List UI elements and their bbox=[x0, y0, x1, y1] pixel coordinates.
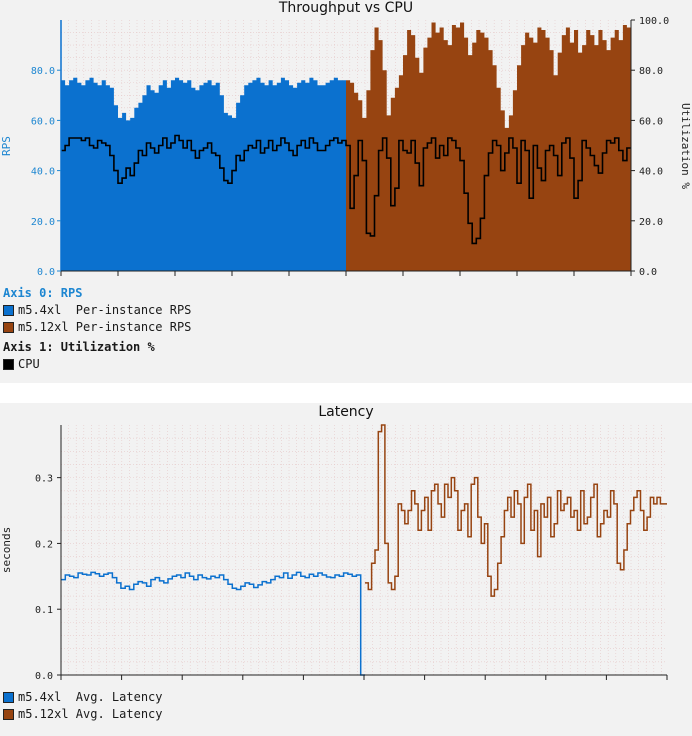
latency-chart: Latency seconds 0.0 0.1 0.2 0.3 bbox=[0, 404, 668, 682]
throughput-legend: Axis 0: RPS m5.4xl Per-instance RPS m5.1… bbox=[3, 284, 191, 373]
legend-item-m5-12xl-rps[interactable]: m5.12xl Per-instance RPS bbox=[3, 319, 191, 336]
y-tick-label: 40.0 bbox=[31, 167, 55, 178]
series-line-m5-4xl-latency bbox=[61, 571, 365, 676]
legend-axis0-header: Axis 0: RPS bbox=[3, 286, 83, 300]
legend-label: m5.4xl Per-instance RPS bbox=[18, 303, 192, 317]
legend-label: m5.12xl Avg. Latency bbox=[18, 707, 163, 721]
legend-label: m5.4xl Avg. Latency bbox=[18, 690, 163, 704]
y2-tick-label: 20.0 bbox=[639, 217, 663, 228]
legend-swatch bbox=[3, 305, 14, 316]
chart-title: Latency bbox=[318, 404, 373, 420]
legend-label: CPU bbox=[18, 357, 40, 371]
legend-item-m5-12xl-latency[interactable]: m5.12xl Avg. Latency bbox=[3, 706, 163, 723]
legend-axis1-header: Axis 1: Utilization % bbox=[3, 340, 155, 354]
throughput-chart: Throughput vs CPU RPS Utilization % 0.0 2… bbox=[0, 0, 692, 278]
legend-item-m5-4xl-rps[interactable]: m5.4xl Per-instance RPS bbox=[3, 302, 191, 319]
y2-tick-label: 0.0 bbox=[639, 267, 657, 278]
legend-swatch bbox=[3, 322, 14, 333]
legend-label: m5.12xl Per-instance RPS bbox=[18, 320, 192, 334]
throughput-chart-panel: Throughput vs CPU RPS Utilization % 0.0 2… bbox=[0, 0, 692, 383]
legend-item-m5-4xl-latency[interactable]: m5.4xl Avg. Latency bbox=[3, 689, 163, 706]
legend-swatch bbox=[3, 709, 14, 720]
y-tick-label: 0.0 bbox=[35, 671, 53, 682]
series-area-m5-4xl-rps bbox=[61, 77, 346, 271]
chart-title: Throughput vs CPU bbox=[278, 0, 413, 16]
y2-tick-label: 80.0 bbox=[639, 66, 663, 77]
y-tick-label: 0.0 bbox=[37, 267, 55, 278]
y2-tick-label: 100.0 bbox=[639, 16, 669, 27]
y-axis-label: seconds bbox=[0, 527, 13, 573]
series-area-m5-12xl-rps bbox=[346, 22, 631, 271]
y-tick-label: 0.3 bbox=[35, 474, 53, 485]
legend-swatch bbox=[3, 359, 14, 370]
y-tick-label: 60.0 bbox=[31, 116, 55, 127]
y-tick-label: 20.0 bbox=[31, 217, 55, 228]
y2-axis-label: Utilization % bbox=[679, 103, 692, 189]
y-tick-label: 0.2 bbox=[35, 539, 53, 550]
latency-chart-panel: Latency seconds 0.0 0.1 0.2 0.3 m5.4xl Avg.… bbox=[0, 403, 692, 736]
latency-legend: m5.4xl Avg. Latency m5.12xl Avg. Latency bbox=[3, 689, 163, 723]
legend-swatch bbox=[3, 692, 14, 703]
y2-tick-label: 40.0 bbox=[639, 167, 663, 178]
series-line-m5-12xl-latency bbox=[365, 424, 667, 597]
series-line-cpu bbox=[61, 134, 631, 245]
legend-item-cpu[interactable]: CPU bbox=[3, 356, 191, 373]
y-tick-label: 80.0 bbox=[31, 66, 55, 77]
y-tick-label: 0.1 bbox=[35, 605, 53, 616]
y-axis-label: RPS bbox=[0, 136, 13, 156]
y2-tick-label: 60.0 bbox=[639, 116, 663, 127]
